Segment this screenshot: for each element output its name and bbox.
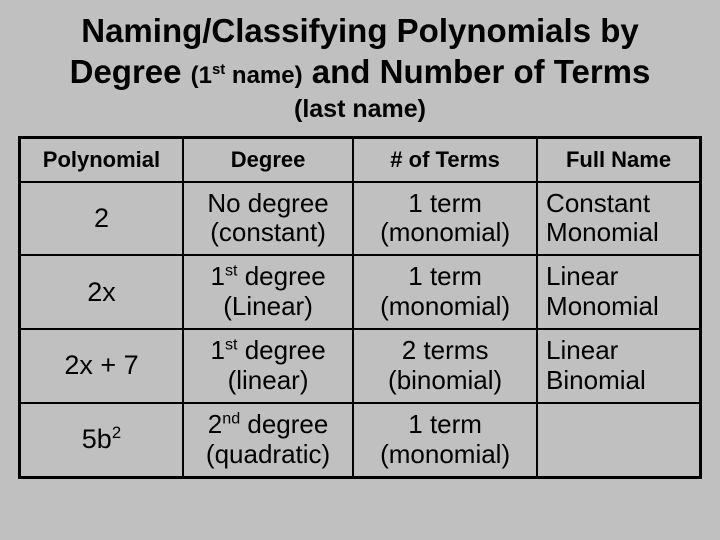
cell-fullname: [537, 403, 700, 477]
header-degree: Degree: [183, 137, 353, 182]
cell-degree: 1st degree(Linear): [183, 255, 353, 329]
table-row: 5b2 2nd degree(quadratic) 1 term(monomia…: [20, 403, 701, 477]
table-row: 2 No degree(constant) 1 term(monomial) C…: [20, 182, 701, 256]
cell-polynomial: 5b2: [20, 403, 183, 477]
title-line-2: Degree (1st name) and Number of Terms: [18, 51, 702, 92]
cell-terms: 1 term(monomial): [353, 255, 537, 329]
title-line-1: Naming/Classifying Polynomials by: [18, 10, 702, 51]
title-degree-word: Degree: [70, 53, 191, 90]
title-and-number: and Number of Terms: [303, 53, 651, 90]
header-fullname: Full Name: [537, 137, 700, 182]
table-row: 2x + 7 1st degree(linear) 2 terms(binomi…: [20, 329, 701, 403]
title-last-name: (last name): [18, 95, 702, 124]
cell-terms: 2 terms(binomial): [353, 329, 537, 403]
header-terms: # of Terms: [353, 137, 537, 182]
cell-degree: No degree(constant): [183, 182, 353, 256]
cell-fullname: LinearBinomial: [537, 329, 700, 403]
cell-fullname: ConstantMonomial: [537, 182, 700, 256]
title-first-name-paren: (1st name): [191, 62, 303, 89]
cell-polynomial: 2x: [20, 255, 183, 329]
table-row: 2x 1st degree(Linear) 1 term(monomial) L…: [20, 255, 701, 329]
table-header-row: Polynomial Degree # of Terms Full Name: [20, 137, 701, 182]
cell-terms: 1 term(monomial): [353, 403, 537, 477]
cell-polynomial: 2x + 7: [20, 329, 183, 403]
polynomial-table: Polynomial Degree # of Terms Full Name 2…: [18, 136, 702, 479]
slide-title: Naming/Classifying Polynomials by Degree…: [18, 10, 702, 124]
cell-polynomial: 2: [20, 182, 183, 256]
cell-degree: 1st degree(linear): [183, 329, 353, 403]
cell-terms: 1 term(monomial): [353, 182, 537, 256]
header-polynomial: Polynomial: [20, 137, 183, 182]
cell-degree: 2nd degree(quadratic): [183, 403, 353, 477]
cell-fullname: LinearMonomial: [537, 255, 700, 329]
